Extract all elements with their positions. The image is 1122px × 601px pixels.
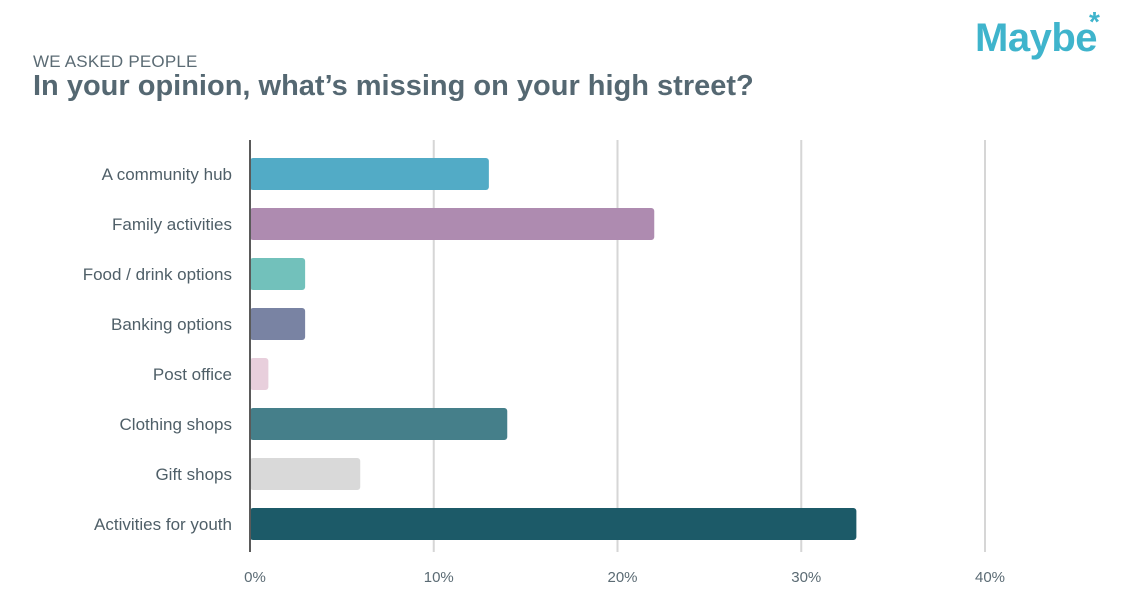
x-tick-label: 0%	[244, 569, 266, 586]
bar	[250, 358, 269, 390]
bar	[250, 258, 306, 290]
category-label: Gift shops	[155, 465, 232, 484]
x-tick-label: 20%	[607, 569, 637, 586]
category-label: Family activities	[112, 215, 232, 234]
bar	[250, 158, 489, 190]
bar	[250, 458, 361, 490]
x-tick-label: 30%	[791, 569, 821, 586]
category-label: A community hub	[102, 165, 232, 184]
x-tick-label: 40%	[975, 569, 1005, 586]
logo-text: Maybe	[975, 16, 1098, 60]
bar	[250, 208, 655, 240]
category-label: Food / drink options	[83, 265, 232, 284]
category-label: Post office	[153, 365, 232, 384]
category-label: Banking options	[111, 315, 232, 334]
bar	[250, 308, 306, 340]
maybe-logo: Maybe *	[975, 6, 1110, 64]
category-label: Activities for youth	[94, 515, 232, 534]
bar	[250, 508, 857, 540]
logo-star-icon: *	[1089, 6, 1100, 37]
chart-title: In your opinion, what’s missing on your …	[33, 70, 754, 102]
x-tick-label: 10%	[424, 569, 454, 586]
category-label: Clothing shops	[120, 415, 232, 434]
chart-eyebrow: WE ASKED PEOPLE	[33, 52, 198, 71]
bar	[250, 408, 508, 440]
